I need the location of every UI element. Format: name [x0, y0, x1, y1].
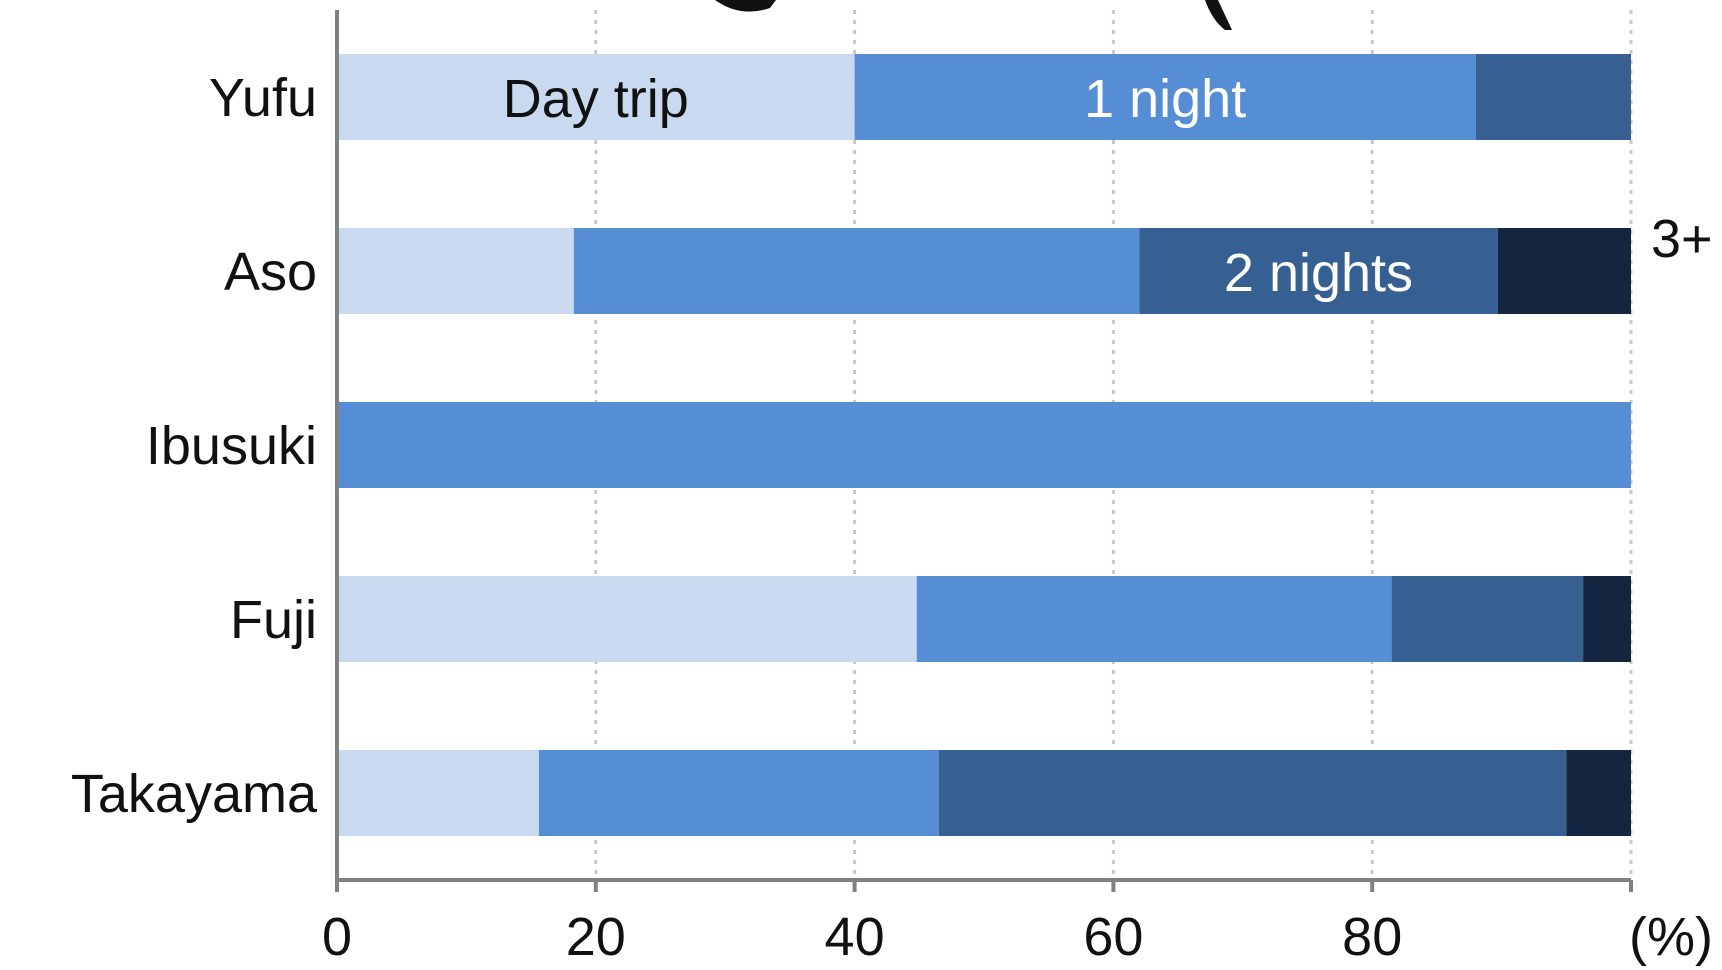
x-tick-labels: 0 20 40 60 80: [322, 907, 1402, 967]
bar-yufu-1-night: [854, 54, 1476, 140]
bar-aso-3-: [1497, 228, 1631, 314]
bar-ibusuki-1-night: [337, 402, 1631, 488]
bar-fuji-2-nights: [1391, 576, 1584, 662]
x-tick-label-0: 0: [322, 907, 352, 967]
bar-aso-1-night: [573, 228, 1140, 314]
x-tick-label-60: 60: [1083, 907, 1143, 967]
bar-aso-day-trip: [337, 228, 574, 314]
bar-takayama-3-: [1566, 750, 1631, 836]
axes: [335, 10, 1633, 892]
category-label-takayama: Takayama: [71, 764, 318, 824]
bar-takayama-day-trip: [337, 750, 539, 836]
bars: [337, 54, 1631, 836]
bar-yufu-day-trip: [337, 54, 855, 140]
series-label-1-night: 1 night: [1084, 69, 1246, 129]
x-tick-label-20: 20: [566, 907, 626, 967]
bar-fuji-1-night: [916, 576, 1392, 662]
bar-takayama-1-night: [538, 750, 939, 836]
series-label-3-: 3+: [1651, 209, 1713, 269]
x-tick-label-40: 40: [825, 907, 885, 967]
series-label-2-nights: 2 nights: [1224, 243, 1413, 303]
x-unit-label: (%): [1629, 907, 1713, 967]
bar-fuji-day-trip: [337, 576, 917, 662]
series-label-day-trip: Day trip: [503, 69, 689, 129]
category-label-fuji: Fuji: [230, 590, 317, 650]
category-label-aso: Aso: [224, 242, 317, 302]
category-label-ibusuki: Ibusuki: [146, 416, 317, 476]
bar-fuji-3-: [1583, 576, 1631, 662]
bar-aso-2-nights: [1139, 228, 1498, 314]
category-label-yufu: Yufu: [209, 68, 317, 128]
category-labels: Yufu Aso Ibusuki Fuji Takayama: [71, 68, 318, 824]
bar-yufu-2-nights: [1475, 54, 1631, 140]
cropped-title-fragment: [715, 0, 1232, 30]
series-labels: Day trip 1 night 2 nights 3+: [503, 69, 1713, 303]
bar-takayama-2-nights: [938, 750, 1567, 836]
x-tick-label-80: 80: [1342, 907, 1402, 967]
